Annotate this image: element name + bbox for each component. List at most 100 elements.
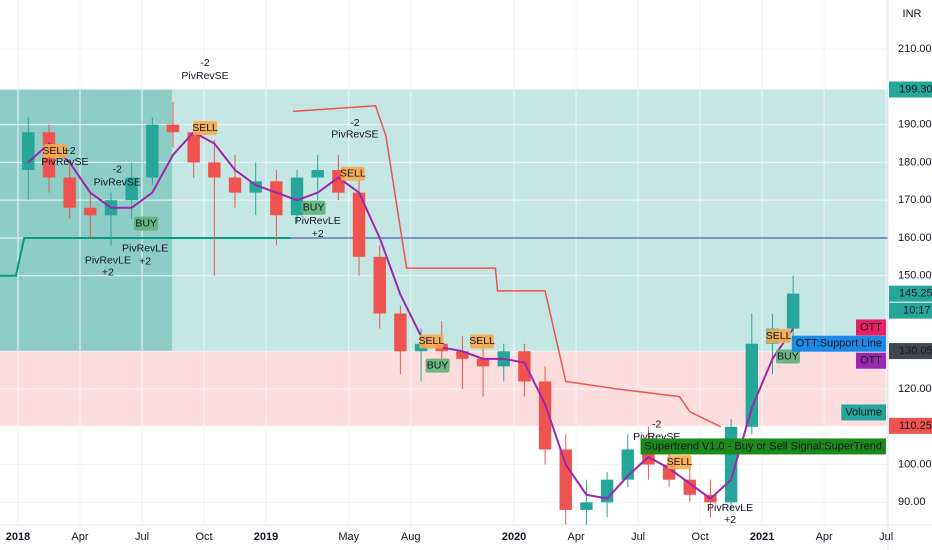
candle-body	[580, 502, 593, 510]
indicator-label: Supertrend V1.0 - Buy or Sell Signal:Sup…	[645, 440, 882, 452]
indicator-badge	[791, 335, 886, 352]
signal-label: SELL	[42, 145, 68, 157]
price-badge	[889, 81, 932, 98]
candle-body	[63, 177, 76, 208]
x-tick-label: Oct	[692, 531, 709, 543]
indicator-badge	[640, 438, 886, 455]
y-tick-label: 180.00	[898, 156, 932, 168]
candle-body	[352, 192, 366, 257]
candle-body	[249, 181, 262, 193]
indicator-badge	[856, 352, 886, 369]
signal-badge	[470, 334, 495, 349]
y-tick-label: 150.00	[898, 270, 932, 282]
candle-body	[394, 313, 407, 352]
candle-body	[22, 132, 35, 170]
annotation: -2	[113, 164, 122, 176]
countdown-badge	[889, 302, 932, 319]
candle-body	[559, 449, 572, 510]
signal-badge	[43, 144, 68, 159]
y-tick-label: 160.00	[898, 232, 932, 244]
x-tick-label: Oct	[195, 531, 212, 543]
signal-badge	[667, 455, 692, 470]
y-tick-label: 170.00	[898, 194, 932, 206]
x-tick-label: 2021	[750, 531, 774, 543]
price-badge	[889, 417, 932, 434]
candle-body	[683, 479, 696, 495]
candle-body	[187, 132, 200, 163]
x-tick-label: Apr	[816, 531, 833, 543]
price-label: 199.30	[899, 83, 932, 95]
x-tick-label: Jul	[879, 531, 893, 543]
x-tick-label: Jul	[631, 531, 645, 543]
candle-body	[125, 177, 138, 201]
signal-badge	[425, 358, 450, 373]
candle-body	[373, 256, 386, 314]
signal-label: SELL	[469, 335, 495, 347]
annotation: -2	[652, 418, 661, 430]
price-badge	[889, 285, 932, 302]
x-tick-label: 2020	[502, 531, 526, 543]
candle-body	[600, 479, 614, 503]
signal-label: SELL	[419, 335, 445, 347]
support-line	[0, 236, 291, 277]
y-tick-label: 90.00	[898, 496, 926, 508]
signal-label: SELL	[766, 330, 792, 342]
candle-body	[311, 169, 324, 178]
annotation: PivRevLE	[295, 215, 341, 227]
annotation: PivRevSE	[94, 177, 141, 189]
x-tick-label: Aug	[401, 531, 421, 543]
candle-body	[745, 343, 758, 427]
candle-body	[146, 124, 159, 178]
candle-body	[456, 351, 469, 359]
candle-body	[208, 162, 221, 178]
candle-body	[228, 177, 242, 193]
annotation: PivRevLE	[85, 254, 131, 266]
indicator-label: OTT:Support Line	[796, 338, 882, 350]
annotation: PivRevSE	[331, 129, 378, 141]
x-tick-label: May	[338, 531, 359, 543]
signal-badge	[766, 329, 791, 344]
x-tick-label: 2019	[254, 531, 278, 543]
countdown: 10:17	[903, 305, 931, 317]
annotation: PivRevLE	[122, 242, 168, 254]
candle-body	[786, 293, 800, 329]
currency: INR	[903, 8, 922, 20]
x-tick-label: Jul	[135, 531, 149, 543]
indicator-label: OTT	[860, 321, 882, 333]
signal-label: BUY	[427, 359, 449, 371]
annotation: +2	[139, 256, 151, 268]
annotation: -2	[200, 57, 209, 69]
signal-badge	[419, 334, 444, 349]
price-label: 145.25	[899, 288, 932, 300]
signal-badge	[301, 200, 326, 215]
annotation: +2	[102, 266, 114, 278]
annotation: PivRevSE	[181, 70, 228, 82]
candle-body	[166, 124, 180, 133]
candle-body	[290, 177, 304, 216]
price-label: 130.05	[899, 345, 932, 357]
signal-label: SELL	[192, 122, 218, 134]
indicator-badge	[841, 404, 886, 421]
annotation: -2	[350, 117, 359, 129]
signal-label: BUY	[303, 202, 325, 214]
candle-body	[84, 207, 97, 216]
y-tick-label: 120.00	[898, 383, 932, 395]
x-tick-label: 2018	[6, 531, 30, 543]
indicator-badge	[856, 319, 886, 336]
ott-line	[27, 130, 794, 500]
signal-label: SELL	[340, 168, 366, 180]
indicator-label: OTT	[860, 355, 882, 367]
annotation: +2	[724, 514, 736, 526]
annotation: +2	[312, 228, 324, 240]
signal-label: SELL	[667, 456, 693, 468]
price-label: 110.25	[899, 420, 932, 432]
signal-badge	[340, 166, 365, 181]
y-tick-label: 210.00	[898, 43, 932, 55]
candle-body	[476, 358, 490, 367]
x-tick-label: Apr	[71, 531, 88, 543]
x-tick-label: Apr	[568, 531, 585, 543]
annotation: PivRevLE	[707, 502, 753, 514]
candle-body	[518, 351, 531, 382]
